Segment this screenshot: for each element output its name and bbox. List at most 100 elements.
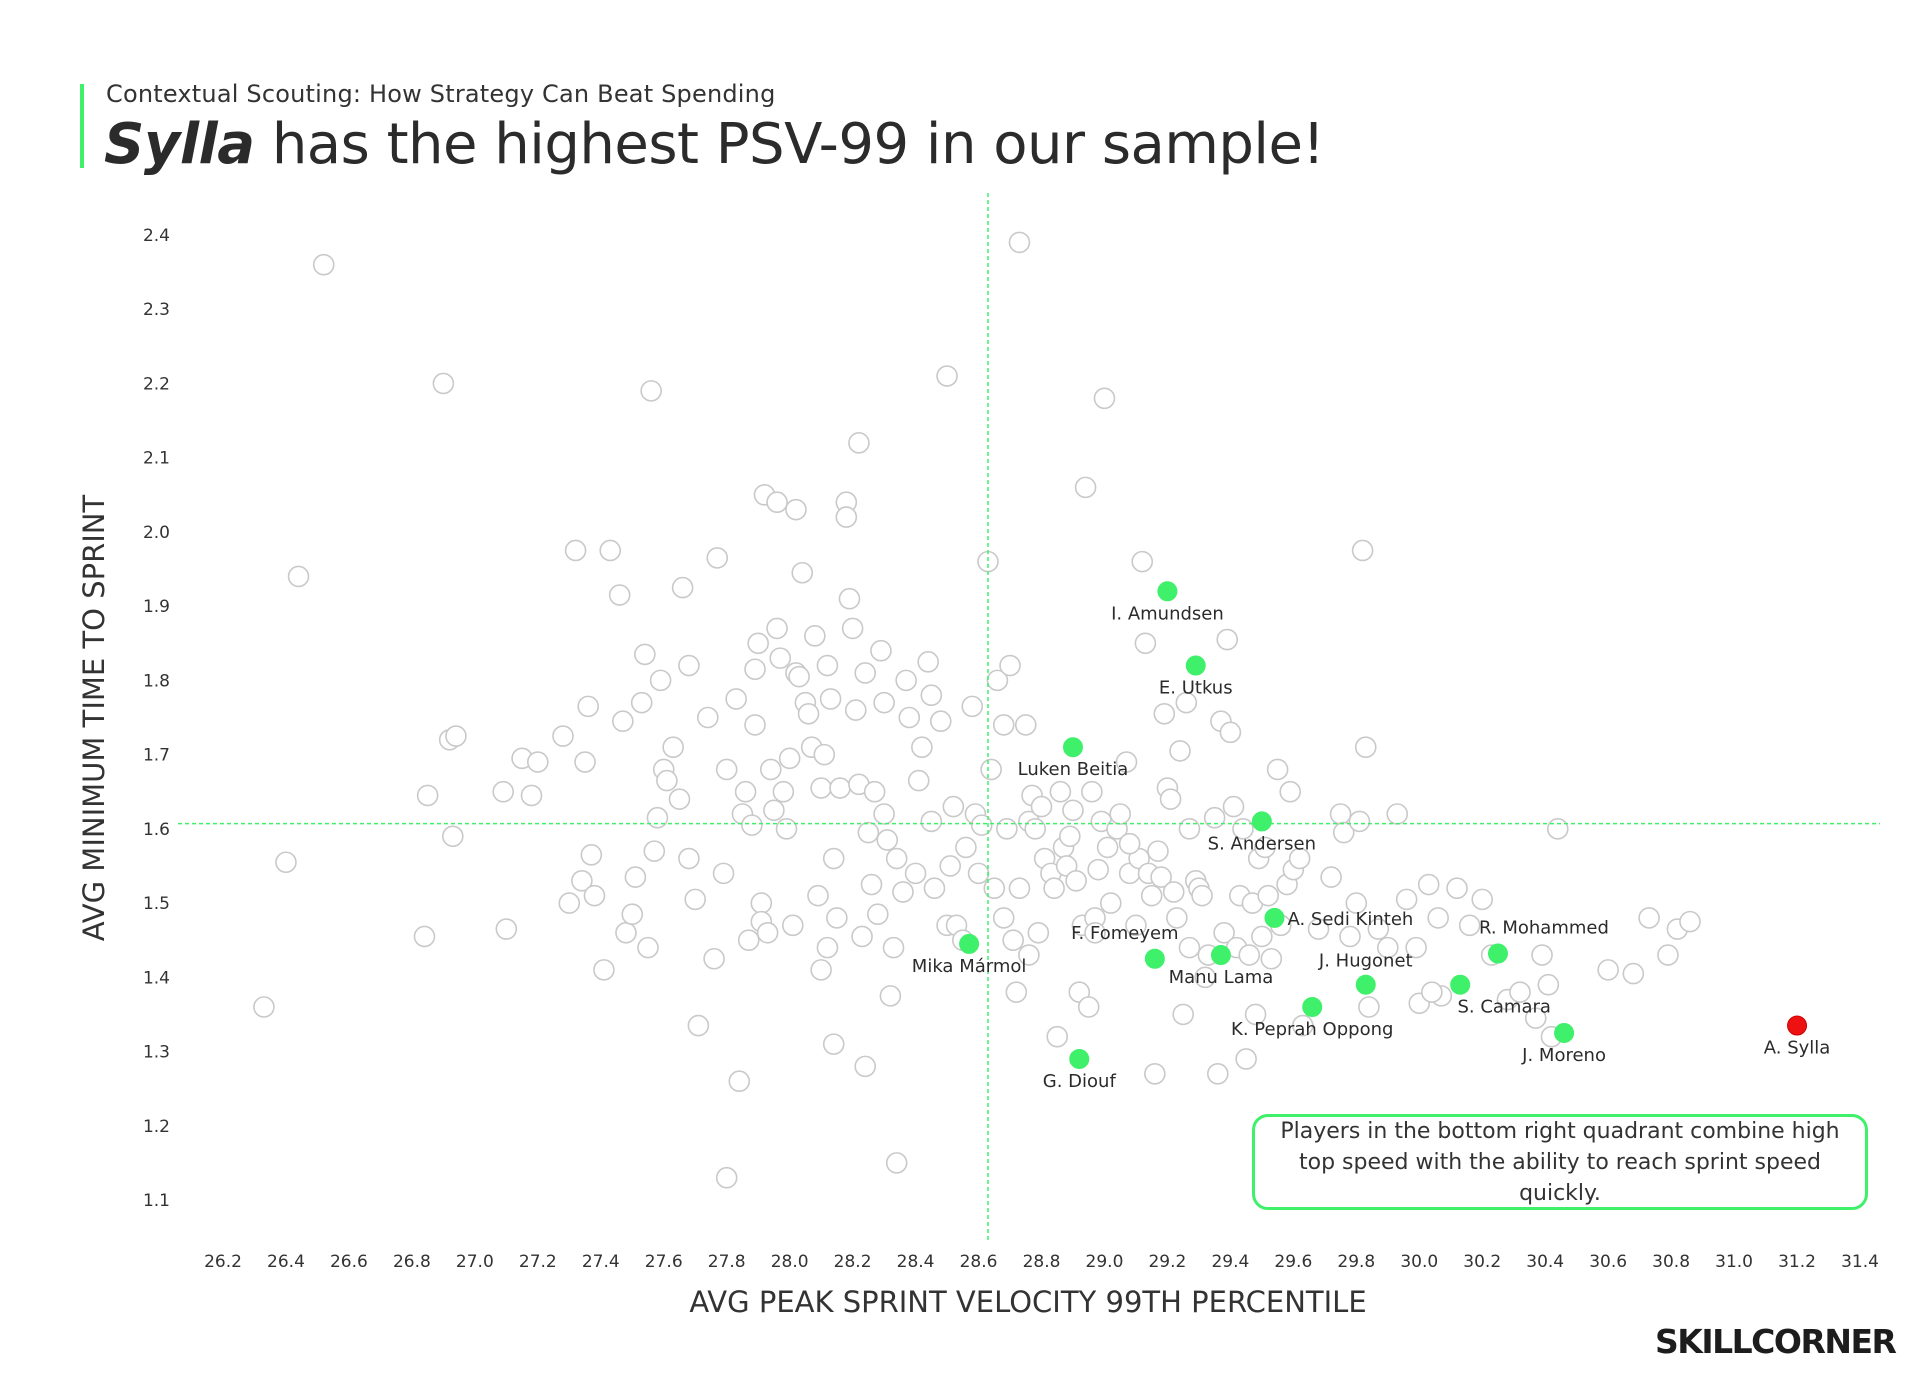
background-point [1213, 921, 1235, 944]
background-point [835, 506, 858, 528]
background-point [1059, 825, 1081, 848]
background-point [892, 881, 914, 903]
background-point [1109, 803, 1132, 825]
background-point [1235, 1048, 1257, 1070]
background-point [1320, 866, 1342, 888]
x-axis-label: AVG PEAK SPRINT VELOCITY 99TH PERCENTILE [689, 1285, 1366, 1319]
background-point [939, 855, 962, 877]
background-point [624, 866, 647, 888]
x-tick-label: 29.0 [1086, 1252, 1124, 1272]
x-tick-label: 26.4 [267, 1252, 305, 1272]
background-point [634, 643, 656, 666]
background-point [1169, 740, 1191, 762]
background-point [1222, 795, 1245, 818]
background-point [662, 736, 684, 758]
background-point [287, 565, 310, 588]
background-point [442, 825, 464, 848]
background-point [416, 784, 439, 807]
highlighted-point [1554, 1022, 1575, 1043]
background-point [1018, 944, 1040, 966]
x-tick-label: 31.0 [1715, 1252, 1753, 1272]
background-point [1005, 981, 1028, 1003]
background-point [1150, 866, 1172, 888]
background-point [791, 561, 814, 584]
background-point [275, 851, 297, 874]
background-point [826, 907, 848, 929]
x-tick-label: 27.8 [708, 1252, 746, 1272]
background-point [1178, 818, 1201, 840]
background-point [703, 947, 725, 970]
background-point [1307, 918, 1330, 940]
background-point [782, 914, 804, 937]
background-point [898, 706, 921, 729]
y-tick-label: 2.1 [143, 449, 170, 469]
background-point [1291, 1014, 1314, 1037]
x-tick-labels: 26.2 26.4 26.6 26.8 27.0 27.2 27.4 27.6 27.8 28.0… [204, 1252, 1879, 1272]
background-point [1027, 921, 1050, 944]
x-tick-label: 26.6 [330, 1252, 368, 1272]
background-point [715, 1166, 738, 1189]
background-point [980, 758, 1002, 781]
background-point [715, 758, 738, 781]
x-tick-label: 27.6 [645, 1252, 683, 1272]
background-point [920, 684, 943, 707]
background-point [923, 877, 946, 900]
chart-title: Sylla has the highest PSV-99 in our samp… [104, 112, 1325, 177]
background-point [775, 818, 798, 840]
background-point [1622, 962, 1645, 985]
background-point [1030, 795, 1053, 818]
background-point [1194, 966, 1216, 989]
background-point [571, 870, 593, 892]
background-point [1153, 702, 1176, 725]
point-label: S. Andersen [1208, 833, 1316, 854]
background-point [580, 844, 603, 866]
x-tick-label: 27.4 [582, 1252, 620, 1272]
background-point [492, 780, 514, 803]
y-axis-label: AVG MINIMUM TIME TO SPRINT [77, 495, 111, 942]
y-tick-labels: 1.1 1.2 1.3 1.4 1.5 1.6 1.7 1.8 1.9 2.0 2.1 2.2 2.3 2… [143, 226, 170, 1211]
background-point [1008, 877, 1031, 900]
background-point [1417, 873, 1440, 896]
x-tick-label: 29.6 [1274, 1252, 1312, 1272]
y-tick-label: 1.8 [143, 671, 170, 691]
background-point [684, 888, 707, 911]
background-point [992, 907, 1015, 929]
background-point [1216, 628, 1239, 651]
title-accent-bar [80, 84, 84, 168]
top-player-label: A. Sylla [1764, 1038, 1831, 1059]
background-point [1175, 691, 1198, 714]
background-point [936, 365, 958, 387]
background-point [527, 751, 549, 773]
background-point [577, 695, 599, 718]
background-point [1096, 836, 1119, 859]
background-point [1524, 1007, 1547, 1029]
background-points-layer [253, 231, 1701, 1189]
background-point [1367, 918, 1390, 940]
background-point [841, 617, 864, 640]
y-tick-label: 1.1 [143, 1191, 170, 1211]
x-tick-label: 31.4 [1841, 1252, 1879, 1272]
background-point [1159, 788, 1182, 810]
highlighted-point [1302, 997, 1323, 1017]
background-point [1062, 799, 1084, 822]
background-point [1166, 907, 1188, 929]
y-tick-label: 2.2 [143, 374, 170, 394]
background-point [829, 777, 851, 799]
background-point [870, 639, 892, 662]
background-point [911, 736, 933, 758]
title-rest: has the highest PSV-99 in our sample! [254, 112, 1325, 177]
background-point [1099, 892, 1122, 914]
background-point [1077, 996, 1100, 1018]
background-point [656, 769, 678, 792]
background-point [772, 780, 795, 803]
reference-lines-layer [178, 193, 1880, 1240]
background-point [1002, 929, 1024, 951]
background-point [697, 706, 719, 729]
x-tick-label: 28.4 [897, 1252, 935, 1272]
highlighted-point [1210, 945, 1231, 966]
background-point [778, 747, 801, 770]
highlighted-point [1069, 1048, 1090, 1069]
background-point [763, 799, 785, 822]
highlighted-point [959, 933, 980, 954]
background-point [1134, 632, 1157, 655]
